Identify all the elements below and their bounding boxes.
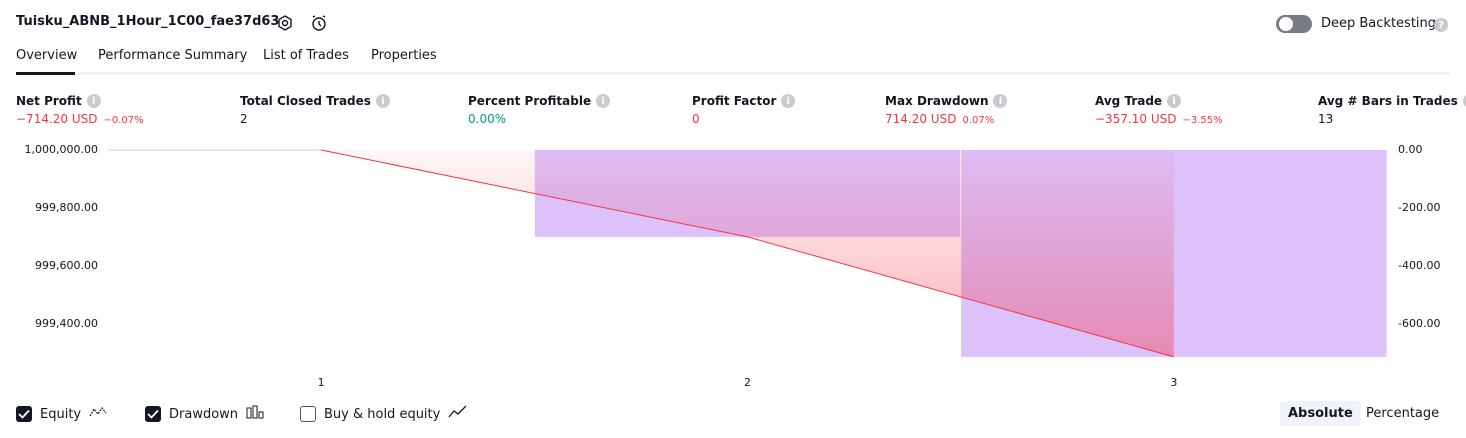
metric-label-text: Total Closed Trades <box>240 94 371 108</box>
y-tick-label: 999,600.00 <box>35 259 98 272</box>
chart: 1,000,000.00 999,800.00 999,600.00 999,400.… <box>25 143 1441 389</box>
metric-value-text: 0 <box>692 112 700 126</box>
metric-label: Max Drawdown i <box>885 94 1008 108</box>
strategy-name: Tuisku_ABNB_1Hour_1C00_fae37d63 <box>16 14 280 29</box>
metric-label: Avg Trade i <box>1095 94 1182 108</box>
checkbox <box>16 406 32 422</box>
x-tick-label: 3 <box>1170 376 1177 389</box>
legend-item[interactable]: Drawdown <box>145 404 266 424</box>
tab[interactable]: Properties <box>371 48 437 63</box>
series-icon <box>246 405 264 419</box>
legend-item[interactable]: Buy & hold equity <box>300 404 468 424</box>
metric-percent: −0.07% <box>103 115 144 126</box>
metric-value: 714.20 USD 0.07% <box>885 112 994 126</box>
y2-tick-label: -600.00 <box>1398 317 1440 330</box>
deep-backtesting-label: Deep Backtesting <box>1321 16 1437 31</box>
settings-icon[interactable] <box>278 15 292 31</box>
tab-rule <box>16 72 1450 75</box>
x-tick-label: 2 <box>744 376 751 389</box>
metric-value-text: −714.20 USD <box>16 112 98 126</box>
legend-label: Equity <box>40 406 82 422</box>
metric-label: Total Closed Trades i <box>240 94 390 108</box>
y-tick-label: 999,800.00 <box>35 201 98 214</box>
checkbox <box>145 406 161 422</box>
tab[interactable]: Performance Summary <box>98 48 248 63</box>
metric-percent: 0.07% <box>962 115 995 126</box>
info-icon[interactable]: i <box>781 94 796 108</box>
series-icon <box>448 405 467 418</box>
check-mark <box>18 409 30 419</box>
metric-value: 2 <box>240 112 248 126</box>
info-icon[interactable]: i <box>1462 94 1466 108</box>
check-mark <box>147 409 159 419</box>
tab[interactable]: List of Trades <box>263 48 349 63</box>
legend-label: Buy & hold equity <box>324 406 441 422</box>
equity-line <box>321 149 1174 358</box>
legend-label: Drawdown <box>169 406 239 422</box>
metric-label-text: Max Drawdown <box>885 94 989 108</box>
info-icon[interactable]: i <box>375 94 390 108</box>
metric-value-text: −357.10 USD <box>1095 112 1177 126</box>
header-icons <box>278 15 326 31</box>
legend-item[interactable]: Equity <box>16 404 109 424</box>
metric-value: 13 <box>1318 112 1333 126</box>
deep-backtesting-toggle[interactable] <box>1275 13 1315 35</box>
metric-label: Percent Profitable i <box>468 94 611 108</box>
scale-mode-button[interactable]: Absolute <box>1280 401 1361 426</box>
checkbox <box>300 406 316 422</box>
metric-percent: −3.55% <box>1182 115 1223 126</box>
metric-value: 0 <box>692 112 700 126</box>
metric-label: Avg # Bars in Trades i <box>1318 94 1466 108</box>
y2-tick-label: 0.00 <box>1398 143 1423 156</box>
metric-value: −357.10 USD −3.55% <box>1095 112 1223 126</box>
metric-value-text: 13 <box>1318 112 1334 126</box>
y2-tick-label: -400.00 <box>1398 259 1440 272</box>
metric-value: 0.00% <box>468 112 506 126</box>
alert-icon[interactable] <box>312 15 326 31</box>
legend-icon <box>89 404 109 424</box>
info-icon[interactable]: i <box>596 94 611 108</box>
metric-value: −714.20 USD −0.07% <box>16 112 144 126</box>
y-tick-label: 1,000,000.00 <box>25 143 98 156</box>
info-icon[interactable]: i <box>86 94 101 108</box>
equity-fill <box>321 150 1174 357</box>
metric-label: Net Profit i <box>16 94 101 108</box>
active-tab-underline <box>16 72 75 75</box>
info-icon[interactable]: i <box>993 94 1008 108</box>
y2-tick-label: -200.00 <box>1398 201 1440 214</box>
metric-label-text: Profit Factor <box>692 94 777 108</box>
scale-mode-button[interactable]: Percentage <box>1366 406 1440 421</box>
metric-label: Profit Factor i <box>692 94 796 108</box>
metric-label-text: Net Profit <box>16 94 82 108</box>
series-icon <box>89 406 107 417</box>
legend-icon <box>448 404 468 424</box>
metric-value-text: 2 <box>240 112 248 126</box>
metric-label-text: Avg # Bars in Trades <box>1318 94 1458 108</box>
metric-value-text: 0.00% <box>468 112 507 126</box>
tab[interactable]: Overview <box>16 48 78 63</box>
legend-icon <box>246 404 266 424</box>
x-tick-label: 1 <box>318 376 325 389</box>
metric-label-text: Avg Trade <box>1095 94 1163 108</box>
help-icon[interactable]: ? <box>1434 18 1448 32</box>
info-icon[interactable]: i <box>1167 94 1182 108</box>
metric-label-text: Percent Profitable <box>468 94 592 108</box>
metric-value-text: 714.20 USD <box>885 112 957 126</box>
y-tick-label: 999,400.00 <box>35 317 98 330</box>
